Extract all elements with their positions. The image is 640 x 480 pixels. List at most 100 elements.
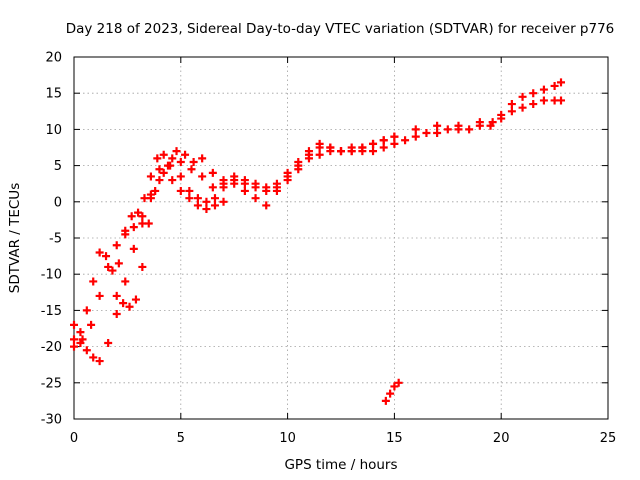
data-point [176,172,185,181]
data-point [95,248,104,257]
data-point [369,147,378,156]
data-point [193,194,202,203]
data-point [198,172,207,181]
data-point [294,157,303,166]
x-tick-label: 20 [493,431,510,446]
data-point [78,335,87,344]
data-point [272,179,281,188]
data-point [497,110,506,119]
data-point [557,78,566,87]
data-point [104,338,113,347]
data-point [82,306,91,315]
data-point [159,150,168,159]
data-point [187,165,196,174]
data-point [102,252,111,261]
series-trace-b [70,132,399,344]
data-point [219,176,228,185]
data-point [146,194,155,203]
data-point [112,291,121,300]
data-point [550,81,559,90]
x-tick-label: 0 [70,431,78,446]
data-point [443,125,452,134]
data-point [202,197,211,206]
data-point [176,186,185,195]
y-tick-label: -30 [41,413,62,428]
data-point [386,389,395,398]
data-point [112,241,121,250]
data-point [381,396,390,405]
data-point [475,118,484,127]
data-point [134,208,143,217]
data-point [219,197,228,206]
data-point [390,382,399,391]
x-tick-label: 15 [386,431,403,446]
data-point [163,161,172,170]
data-point [129,223,138,232]
series-trace-d [112,168,228,311]
data-point [337,147,345,156]
data-point [379,136,388,145]
grid-lines [74,57,608,419]
data-point [507,107,516,116]
data-point [262,183,271,192]
data-point [181,150,190,159]
data-point [198,154,207,163]
data-point [121,226,130,235]
data-point [518,92,527,101]
data-point [144,219,153,228]
y-tick-label: 5 [54,159,62,174]
data-point [210,194,219,203]
data-point [76,328,85,337]
data-point [454,121,463,130]
data-point [104,262,113,271]
data-point [82,346,91,355]
data-point [89,277,98,286]
data-point [155,176,164,185]
data-point [539,85,548,94]
data-point [411,132,420,141]
data-point [168,176,177,185]
y-axis-label: SDTVAR / TECUs [7,183,23,293]
data-point [394,378,403,387]
data-point [129,244,138,253]
data-point [507,100,516,109]
data-point [529,100,538,109]
y-tick-label: -25 [41,376,62,391]
data-point [176,157,185,166]
data-point [70,320,78,329]
series-trace-a [70,96,566,366]
data-point [326,143,335,152]
x-axis-label: GPS time / hours [284,457,397,473]
data-point [230,172,239,181]
x-tick-label: 25 [600,431,617,446]
data-point [433,129,442,138]
data-point [172,147,181,156]
data-point [146,172,155,181]
y-tick-label: 15 [45,87,62,102]
data-point [151,186,160,195]
y-tick-label: -20 [41,340,62,355]
data-point [155,165,164,174]
data-point [283,176,292,185]
data-point [159,168,168,177]
data-point [185,194,194,203]
data-point [433,121,442,130]
data-point [87,320,96,329]
data-point [390,139,399,148]
data-point [251,194,260,203]
data-point [358,143,367,152]
y-tick-label: 20 [45,51,62,66]
data-point [262,201,271,210]
x-tick-label: 5 [177,431,185,446]
data-point [125,302,134,311]
data-point [208,168,217,177]
data-point [202,205,211,214]
data-point [390,132,399,141]
data-point [251,179,260,188]
x-tick-label: 10 [279,431,296,446]
data-point [153,154,162,163]
data-point [557,96,566,105]
data-point [347,143,356,152]
data-point [138,262,147,271]
